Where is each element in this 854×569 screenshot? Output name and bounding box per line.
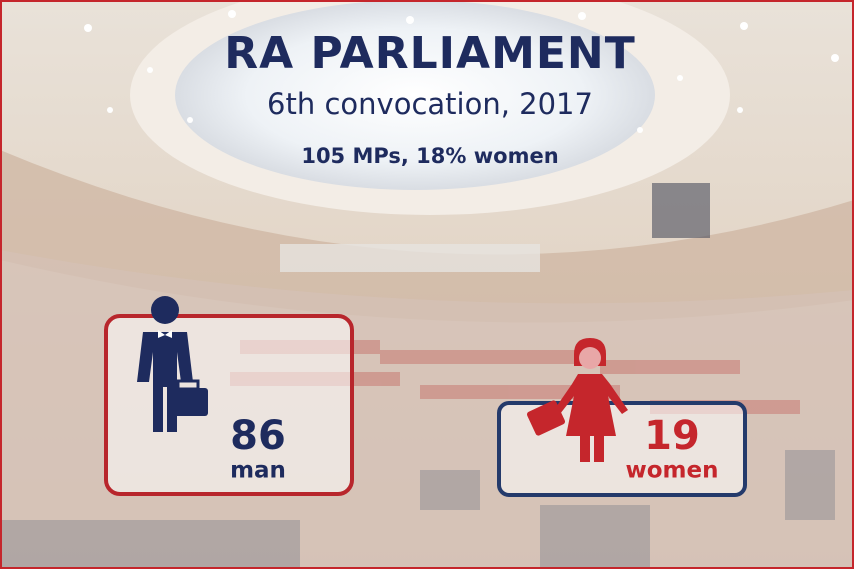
men-count: 86 bbox=[230, 413, 286, 459]
men-label: man bbox=[230, 458, 286, 484]
subtitle: 6th convocation, 2017 bbox=[267, 87, 593, 121]
title: RA PARLIAMENT bbox=[224, 28, 636, 79]
man-icon bbox=[137, 296, 208, 432]
summary: 105 MPs, 18% women bbox=[301, 144, 558, 168]
women-label: women bbox=[626, 458, 719, 484]
women-count: 19 bbox=[644, 413, 700, 459]
woman-icon bbox=[526, 338, 628, 462]
